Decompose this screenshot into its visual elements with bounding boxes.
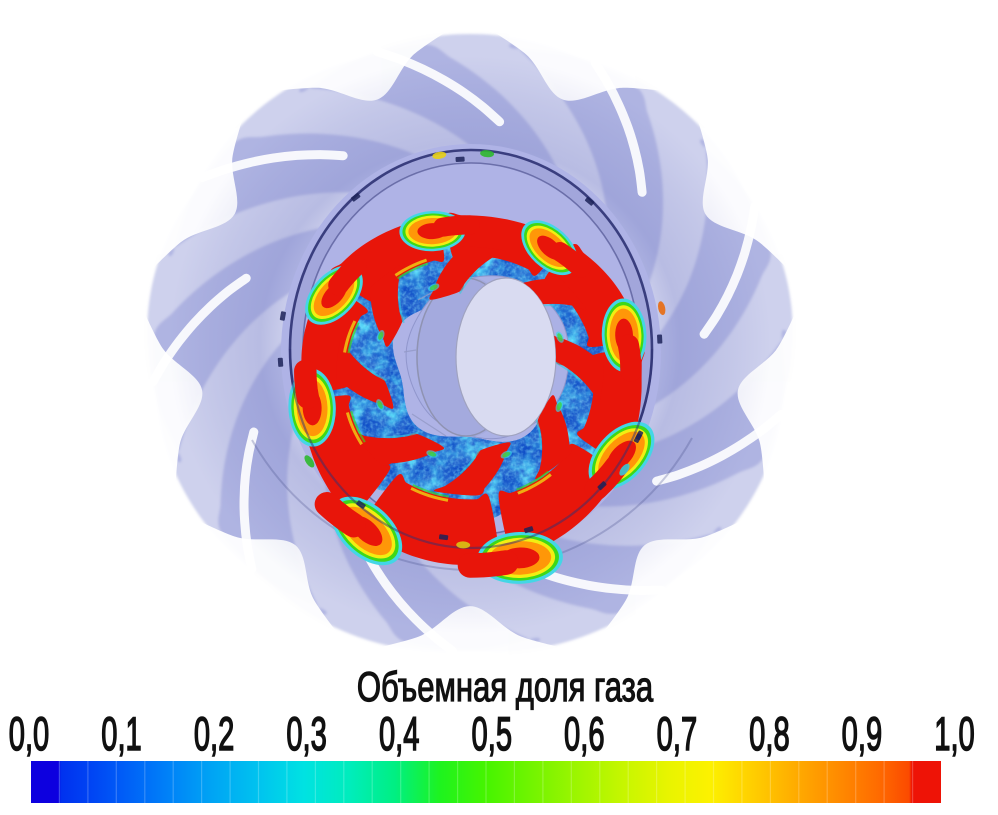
svg-text:0,5: 0,5 <box>472 709 513 761</box>
svg-text:0,7: 0,7 <box>657 709 698 761</box>
svg-text:1,0: 1,0 <box>934 709 975 761</box>
svg-text:0,2: 0,2 <box>194 709 235 761</box>
svg-text:0,9: 0,9 <box>842 709 883 761</box>
svg-text:0,4: 0,4 <box>379 709 420 761</box>
svg-text:0,8: 0,8 <box>749 709 790 761</box>
svg-text:Объемная доля газа: Объемная доля газа <box>357 663 654 710</box>
svg-text:0,0: 0,0 <box>9 709 50 761</box>
svg-text:0,3: 0,3 <box>286 709 327 761</box>
svg-text:0,6: 0,6 <box>564 709 605 761</box>
svg-text:0,1: 0,1 <box>101 709 142 761</box>
